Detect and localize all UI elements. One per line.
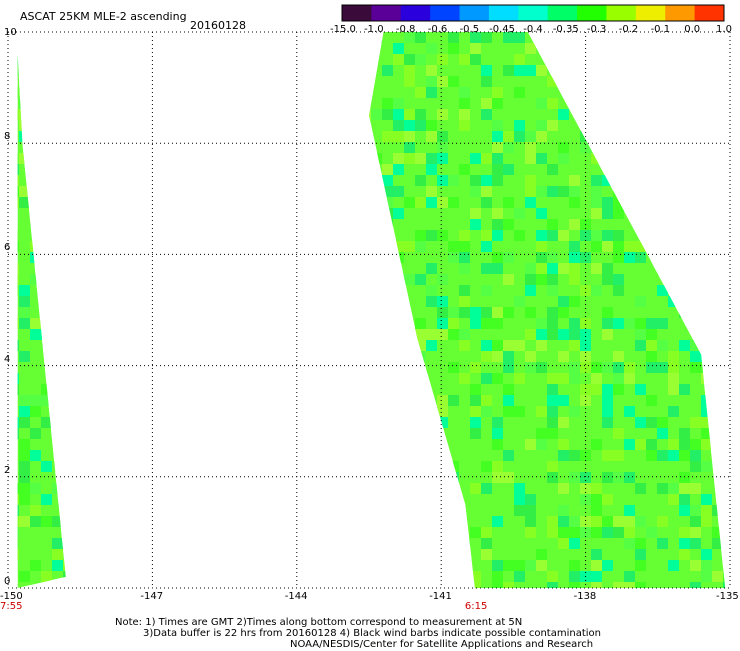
map-date: 20160128 [190, 19, 246, 32]
colorbar-swatch [606, 5, 637, 21]
x-tick-label: -135 [716, 591, 739, 602]
note-line-1: Note: 1) Times are GMT 2)Times along bot… [115, 617, 523, 628]
colorbar-swatch [635, 5, 666, 21]
time-label: 6:15 [464, 601, 488, 612]
colorbar-label: -0.3 [586, 24, 607, 35]
colorbar-label: 0.0 [684, 24, 701, 35]
note-line-3: NOAA/NESDIS/Center for Satellite Applica… [290, 639, 594, 650]
colorbar-label: -1.0 [364, 24, 384, 35]
map-title: ASCAT 25KM MLE-2 ascending [20, 10, 187, 23]
y-tick-label: 10 [4, 27, 17, 38]
note-line-2: 3)Data buffer is 22 hrs from 20160128 4)… [143, 628, 601, 639]
y-tick-label: 8 [4, 131, 11, 143]
colorbar-label: -0.8 [395, 24, 416, 35]
y-tick-label: 4 [4, 353, 11, 365]
colorbar-border [341, 4, 725, 22]
y-tick-label: 6 [4, 242, 11, 254]
colorbar-label: -0.5 [459, 24, 480, 35]
colorbar-swatch [430, 5, 461, 21]
colorbar-swatch [694, 5, 725, 21]
time-label: 7:55 [0, 601, 23, 612]
colorbar-label: -0.2 [618, 24, 639, 35]
colorbar-swatch [488, 5, 519, 21]
x-tick-label: -141 [429, 591, 452, 602]
x-tick-label: -147 [140, 591, 164, 602]
colorbar-label: -0.45 [489, 24, 516, 35]
x-tick-label: -144 [284, 591, 308, 602]
colorbar-label: -0.6 [427, 24, 448, 35]
y-tick-label: 2 [4, 464, 11, 476]
colorbar-swatch [371, 5, 402, 21]
x-tick-label: -138 [573, 591, 597, 602]
colorbar-swatch [400, 5, 431, 21]
colorbar-swatch [665, 5, 696, 21]
colorbar-swatch [518, 5, 549, 21]
grid-layer [7, 31, 731, 589]
colorbar-label: -15.0 [330, 24, 356, 35]
colorbar-label: -0.35 [552, 24, 579, 35]
colorbar-label: -0.4 [523, 24, 543, 35]
colorbar-swatch [459, 5, 490, 21]
colorbar [341, 4, 725, 22]
colorbar-swatch [342, 5, 372, 21]
colorbar-swatch [547, 5, 578, 21]
colorbar-label: -0.1 [650, 24, 671, 35]
colorbar-swatch [577, 5, 607, 21]
x-tick-label: -150 [0, 591, 23, 602]
y-tick-label: 0 [4, 576, 11, 587]
colorbar-label: 1.0 [716, 24, 732, 35]
